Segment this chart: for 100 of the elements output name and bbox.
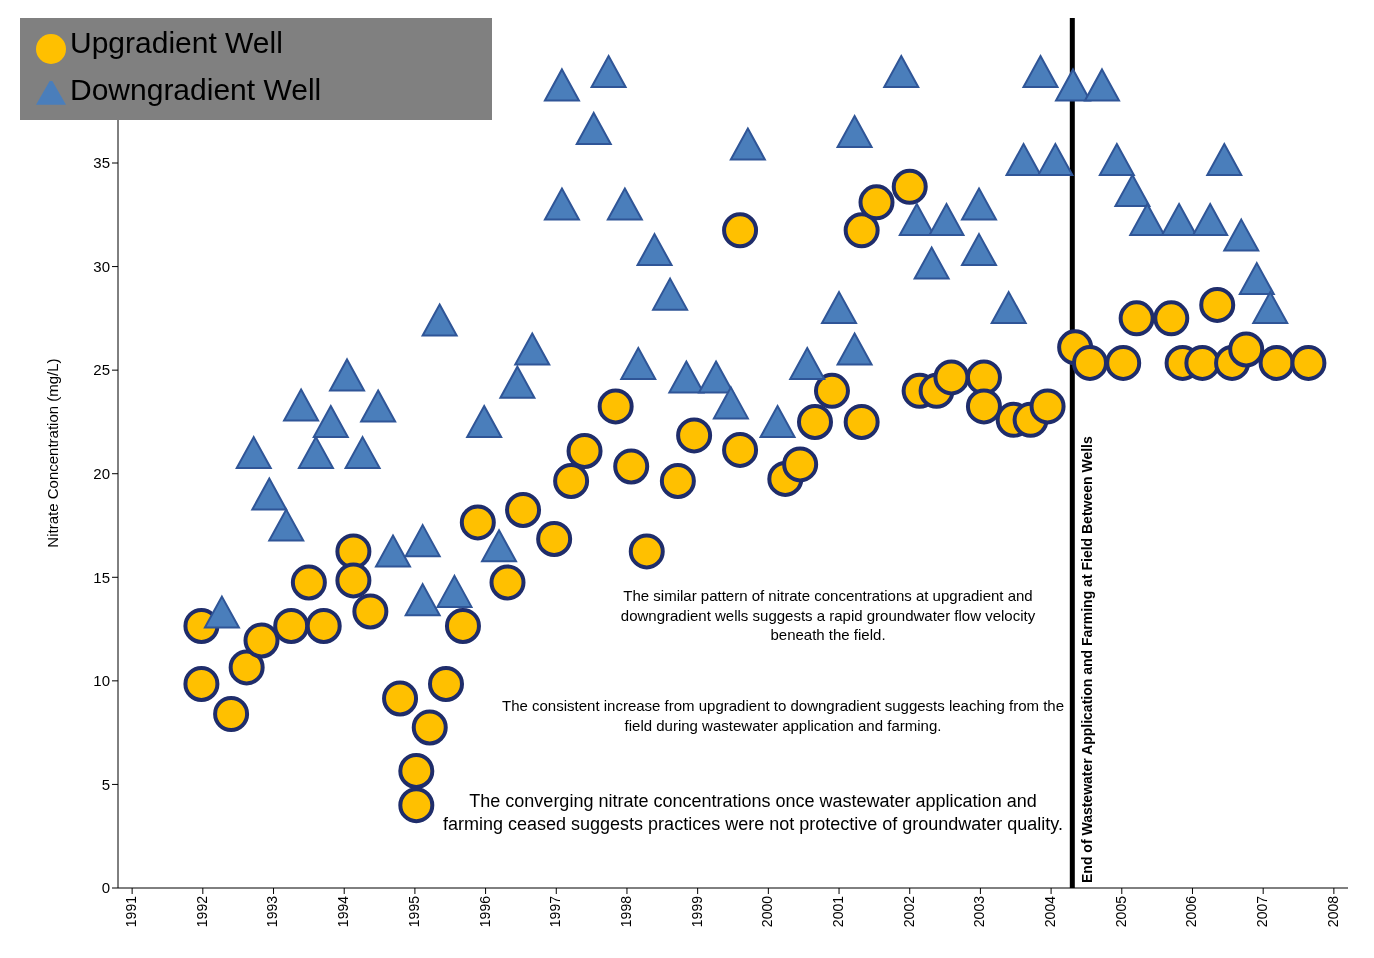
point	[543, 187, 580, 221]
point	[335, 562, 372, 599]
point	[1022, 54, 1059, 88]
point	[590, 54, 627, 88]
point	[421, 303, 458, 337]
point	[566, 432, 603, 469]
point	[1005, 143, 1042, 176]
point	[636, 233, 673, 267]
x-tick-label: 2007	[1254, 895, 1271, 928]
point	[459, 504, 496, 541]
point	[499, 365, 536, 399]
point	[613, 448, 650, 485]
point	[398, 752, 435, 789]
point	[183, 665, 220, 702]
y-tick-label: 35	[93, 154, 110, 172]
point	[1290, 344, 1327, 381]
point	[676, 417, 713, 454]
point	[243, 622, 280, 659]
x-tick-label: 1994	[335, 895, 352, 928]
x-tick-label: 2004	[1042, 895, 1059, 928]
point	[965, 388, 1002, 425]
y-axis-title: Nitrate Concentration (mg/L)	[44, 358, 62, 548]
x-tick-label: 1996	[476, 895, 493, 928]
point	[235, 436, 272, 470]
point	[620, 347, 657, 381]
point	[813, 372, 850, 409]
point	[1084, 68, 1120, 102]
point	[836, 332, 873, 366]
point	[543, 68, 580, 102]
point	[305, 607, 342, 644]
point	[290, 564, 327, 601]
point	[297, 436, 334, 470]
point	[444, 607, 481, 644]
point	[1238, 262, 1275, 296]
point	[712, 386, 749, 420]
point	[505, 491, 542, 528]
annotation: The converging nitrate concentrations once wastewater application and farming ceased suggests practices were not protective of groundwater quality.	[442, 790, 1064, 837]
point	[1098, 143, 1135, 176]
point	[228, 649, 265, 686]
x-tick-label: 2001	[829, 895, 846, 928]
point	[782, 446, 819, 483]
point	[1252, 291, 1289, 325]
point	[283, 388, 320, 422]
point	[628, 533, 665, 570]
point	[428, 665, 464, 702]
point	[759, 405, 796, 439]
legend-label: Downgradient Well	[70, 73, 322, 106]
point	[1258, 344, 1295, 381]
x-tick-label: 1992	[193, 895, 210, 928]
point	[652, 277, 689, 311]
point	[659, 462, 696, 499]
x-tick-label: 2006	[1183, 895, 1200, 928]
x-tick-label: 1997	[547, 895, 564, 928]
point	[1071, 344, 1108, 381]
point	[1129, 203, 1166, 237]
point	[398, 787, 435, 824]
point	[411, 709, 448, 746]
y-tick-label: 0	[101, 879, 110, 897]
x-tick-label: 2008	[1324, 895, 1341, 928]
y-tick-label: 5	[101, 775, 110, 793]
point	[1105, 344, 1142, 381]
x-tick-label: 2005	[1112, 895, 1129, 928]
point	[1029, 388, 1066, 425]
x-tick-label: 2000	[759, 895, 776, 928]
point	[597, 388, 634, 425]
annotation: The consistent increase from upgradient to downgradient suggests leaching from the field during wastewater application and farming.	[501, 696, 1065, 735]
point	[466, 405, 503, 439]
point	[514, 332, 551, 366]
y-tick-label: 20	[93, 465, 110, 483]
point	[1223, 218, 1260, 252]
point	[913, 246, 950, 280]
ref-line-label: End of Wastewater Application and Farming at Field Between Wells	[1079, 436, 1096, 883]
y-tick-label: 15	[93, 568, 110, 586]
point	[553, 462, 590, 499]
point	[312, 405, 349, 439]
point	[352, 593, 389, 630]
point	[836, 115, 873, 149]
x-tick-label: 1999	[688, 895, 705, 928]
point	[329, 358, 366, 392]
point	[606, 187, 643, 221]
y-tick-label: 25	[93, 361, 110, 379]
y-tick-label: 10	[93, 672, 110, 690]
x-tick-label: 1993	[264, 895, 281, 928]
point	[213, 696, 250, 732]
point	[536, 520, 573, 557]
point	[797, 403, 833, 440]
x-tick-label: 1998	[617, 895, 634, 928]
x-tick-label: 2002	[900, 895, 917, 928]
legend-label: Upgradient Well	[70, 26, 283, 59]
point	[990, 291, 1027, 325]
point	[273, 607, 310, 644]
point	[382, 680, 419, 717]
point	[961, 187, 997, 221]
point	[722, 431, 759, 468]
x-tick-label: 1995	[405, 895, 422, 928]
point	[961, 233, 997, 267]
point	[821, 291, 858, 325]
point	[1114, 174, 1151, 208]
point	[575, 111, 612, 145]
point	[729, 127, 766, 161]
